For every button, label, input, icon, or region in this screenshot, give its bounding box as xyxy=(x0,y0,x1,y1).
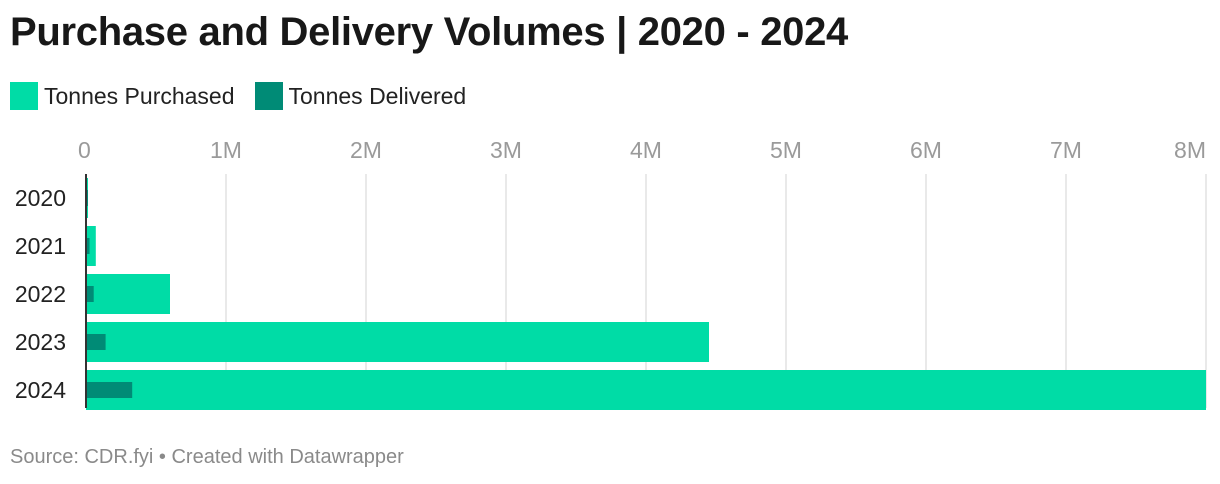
y-category-label: 2023 xyxy=(15,329,66,355)
legend-swatch-purchased xyxy=(10,82,38,110)
x-tick-label: 8M xyxy=(1174,137,1206,163)
legend-swatch-delivered xyxy=(254,82,283,110)
bar-delivered xyxy=(86,334,106,350)
x-tick-label: 1M xyxy=(210,137,242,163)
bar-purchased xyxy=(86,226,96,266)
x-tick-label: 4M xyxy=(630,137,662,163)
bar-chart: 0 1M 2M 3M 4M 5M 6M 7M 8M 2020 2021 2022 2023 2024 xyxy=(15,137,1207,410)
bar-purchased xyxy=(86,370,1206,410)
legend: Tonnes Purchased Tonnes Delivered xyxy=(10,82,486,110)
chart-title: Purchase and Delivery Volumes | 2020 - 2… xyxy=(10,10,848,54)
y-category-label: 2022 xyxy=(15,281,66,307)
bar-purchased xyxy=(86,322,709,362)
y-category-label: 2024 xyxy=(15,377,66,403)
x-tick-label: 7M xyxy=(1050,137,1082,163)
x-tick-label: 0 xyxy=(78,137,91,163)
y-category-label: 2020 xyxy=(15,185,66,211)
x-tick-label: 5M xyxy=(770,137,802,163)
source-footer: Source: CDR.fyi • Created with Datawrapp… xyxy=(10,446,404,468)
x-tick-label: 3M xyxy=(490,137,522,163)
legend-item-delivered: Tonnes Delivered xyxy=(254,82,467,110)
legend-item-purchased: Tonnes Purchased xyxy=(10,82,235,110)
bar-delivered xyxy=(86,286,94,302)
y-category-label: 2021 xyxy=(15,233,66,259)
legend-label-delivered: Tonnes Delivered xyxy=(288,82,467,109)
bar-delivered xyxy=(86,238,90,254)
x-tick-label: 6M xyxy=(910,137,942,163)
legend-label-purchased: Tonnes Purchased xyxy=(44,82,235,109)
bar-delivered xyxy=(86,382,133,398)
x-tick-label: 2M xyxy=(350,137,382,163)
bar-purchased xyxy=(86,274,170,314)
